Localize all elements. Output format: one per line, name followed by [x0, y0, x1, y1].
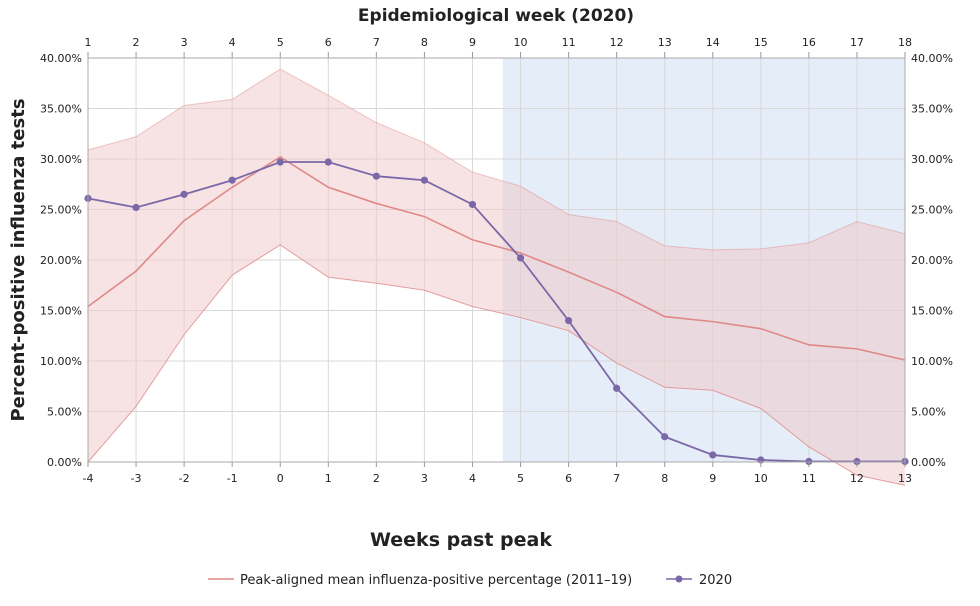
confidence-band	[88, 69, 905, 486]
top-tick-label: 1	[85, 36, 92, 49]
point-2020	[180, 190, 188, 198]
y-tick-label-left: 5.00%	[47, 406, 82, 419]
y-tick-label-left: 0.00%	[47, 456, 82, 469]
y-tick-label-right: 40.00%	[911, 52, 953, 65]
x-tick-label: 12	[850, 472, 864, 485]
point-2020	[420, 176, 429, 184]
x-tick-label: 7	[613, 472, 620, 485]
point-2020	[661, 433, 669, 441]
x-tick-label: 0	[277, 472, 284, 485]
top-tick-label: 12	[610, 36, 624, 49]
top-tick-label: 2	[133, 36, 140, 49]
top-tick-label: 15	[754, 36, 768, 49]
legend-label-2020: 2020	[699, 573, 732, 588]
point-2020	[372, 172, 380, 180]
legend-marker-2020	[675, 575, 683, 583]
y-tick-label-left: 20.00%	[40, 254, 82, 267]
line-2020	[87, 161, 905, 463]
top-tick-label: 4	[229, 36, 236, 49]
y-tick-label-left: 35.00%	[40, 103, 82, 116]
top-tick-label: 3	[181, 36, 188, 49]
y-tick-label-left: 10.00%	[40, 355, 82, 368]
x-tick-label: 5	[517, 472, 524, 485]
top-tick-label: 13	[658, 36, 672, 49]
x-tick-label: 9	[709, 472, 716, 485]
legend-label-mean: Peak-aligned mean influenza-positive per…	[240, 573, 632, 588]
legend: Peak-aligned mean influenza-positive per…	[208, 573, 732, 588]
top-tick-label: 17	[850, 36, 864, 49]
x-tick-label: 2	[373, 472, 380, 485]
top-tick-label: 7	[373, 36, 380, 49]
point-2020	[613, 384, 621, 392]
y-tick-label-right: 5.00%	[911, 406, 946, 419]
x-axis-title: Weeks past peak	[370, 529, 552, 551]
top-tick-label: 5	[277, 36, 284, 49]
mean-line	[87, 156, 906, 361]
point-2020	[564, 317, 573, 325]
y-tick-label-left: 30.00%	[40, 153, 82, 166]
top-tick-label: 16	[802, 36, 816, 49]
point-2020	[276, 158, 284, 166]
y-axis-title: Percent-positive influenza tests	[8, 98, 29, 421]
point-2020	[468, 200, 477, 209]
x-tick-label: 1	[325, 472, 332, 485]
top-tick-label: 11	[562, 36, 576, 49]
point-2020	[853, 457, 861, 466]
x-tick-label: 10	[754, 472, 768, 485]
y-tick-label-right: 25.00%	[911, 204, 953, 217]
x-tick-label: -2	[179, 472, 190, 485]
y-tick-label-right: 0.00%	[911, 456, 946, 469]
y-tick-label-right: 35.00%	[911, 103, 953, 116]
x-tick-label: 4	[469, 472, 476, 485]
top-tick-label: 18	[898, 36, 912, 49]
point-2020	[324, 158, 332, 166]
band-lower-line	[87, 244, 906, 486]
point-2020	[516, 254, 525, 262]
top-axis-title: Epidemiological week (2020)	[358, 6, 634, 26]
point-2020	[132, 203, 140, 212]
y-tick-label-right: 10.00%	[911, 355, 953, 368]
x-tick-label: 11	[802, 472, 816, 485]
y-tick-label-left: 25.00%	[40, 204, 82, 217]
y-tick-label-left: 15.00%	[40, 305, 82, 318]
x-tick-label: -3	[131, 472, 142, 485]
x-tick-label: -1	[227, 472, 238, 485]
point-2020	[709, 451, 717, 459]
x-tick-label: -4	[83, 472, 94, 485]
y-tick-label-right: 20.00%	[911, 254, 953, 267]
top-tick-label: 8	[421, 36, 428, 49]
x-tick-label: 6	[565, 472, 572, 485]
top-tick-label: 14	[706, 36, 720, 49]
x-tick-label: 3	[421, 472, 428, 485]
top-tick-label: 6	[325, 36, 332, 49]
x-tick-label: 8	[661, 472, 668, 485]
point-2020	[805, 457, 813, 466]
y-tick-label-right: 15.00%	[911, 305, 953, 318]
y-tick-label-right: 30.00%	[911, 153, 953, 166]
band-upper-line	[87, 68, 906, 251]
point-2020	[228, 176, 236, 184]
x-tick-label: 13	[898, 472, 912, 485]
y-tick-label-left: 40.00%	[40, 52, 82, 65]
top-tick-label: 9	[469, 36, 476, 49]
top-tick-label: 10	[514, 36, 528, 49]
